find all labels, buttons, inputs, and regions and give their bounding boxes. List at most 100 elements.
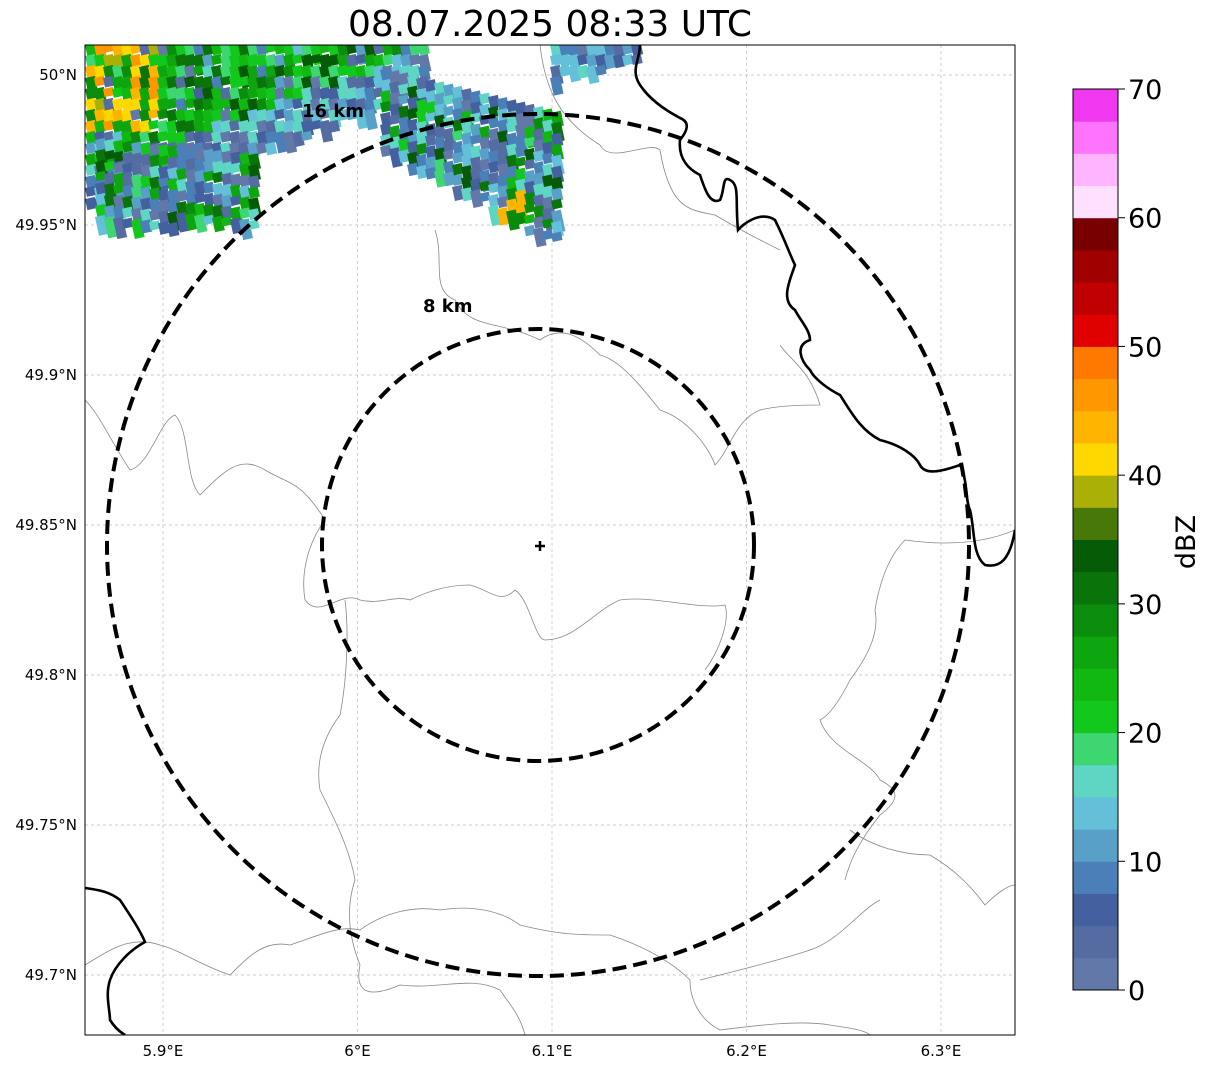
radar-echo-cell	[291, 53, 304, 65]
radar-echo-cell	[229, 195, 242, 206]
radar-echo-cell	[130, 130, 143, 144]
colorbar-segment	[1073, 539, 1118, 573]
colorbar-segment	[1073, 925, 1118, 959]
radar-echo-cell	[613, 53, 626, 69]
region-border	[434, 229, 821, 466]
radar-echo-cell	[167, 167, 179, 179]
radar-echo-cell	[487, 94, 501, 109]
radar-echo-cell	[265, 130, 278, 145]
radar-echo-cell	[443, 105, 455, 117]
radar-echo-cell	[559, 64, 571, 77]
radar-echo-cell	[577, 45, 590, 58]
colorbar-segment	[1073, 378, 1118, 412]
radar-echo-cell	[381, 53, 394, 66]
radar-echo-cell	[157, 53, 170, 69]
radar-echo-cell	[220, 97, 232, 109]
radar-echo-cell	[346, 64, 359, 79]
colorbar-segment	[1073, 217, 1118, 251]
region-border	[819, 529, 1015, 881]
radar-echo-cell	[229, 86, 242, 102]
radar-echo-cell	[488, 193, 501, 207]
radar-echo-cell	[130, 97, 143, 111]
radar-echo-cell	[551, 231, 563, 242]
radar-echo-cell	[112, 130, 124, 143]
radar-echo-cell	[220, 119, 233, 133]
radar-echo-cell	[443, 138, 456, 152]
radar-echo-cell	[397, 83, 410, 95]
colorbar-segment	[1073, 442, 1118, 476]
country-border	[85, 886, 147, 1035]
radar-echo-cell	[524, 202, 536, 214]
colorbar-segment	[1073, 185, 1118, 219]
radar-echo-cell	[256, 141, 268, 155]
radar-echo-cell	[488, 116, 500, 129]
radar-echo-cell	[292, 64, 305, 79]
radar-echo-cell	[407, 162, 420, 177]
radar-echo-cell	[104, 149, 116, 160]
radar-echo-cell	[416, 142, 428, 155]
radar-echo-cell	[184, 119, 197, 133]
colorbar-segment	[1073, 89, 1118, 122]
radar-echo-cell	[532, 150, 545, 162]
radar-echo-cell	[112, 97, 124, 111]
radar-echo-cell	[364, 75, 377, 89]
radar-echo-cell	[497, 97, 510, 112]
radar-echo-cell	[255, 86, 269, 101]
radar-echo-cell	[166, 222, 180, 238]
radar-echo-cell	[470, 134, 482, 145]
radar-echo-cell	[175, 86, 188, 101]
region-border	[85, 928, 361, 976]
radar-echo-cell	[337, 97, 349, 109]
radar-echo-cell	[274, 64, 286, 78]
radar-echo-cell	[112, 161, 125, 174]
radar-echo-cell	[310, 108, 323, 124]
radar-echo-cell	[283, 64, 296, 78]
colorbar-segment	[1073, 764, 1118, 798]
radar-echo-cell	[373, 45, 385, 55]
radar-echo-cell	[138, 75, 152, 90]
radar-echo-cell	[533, 216, 545, 229]
radar-echo-cell	[102, 86, 115, 98]
radar-echo-cell	[283, 119, 295, 133]
radar-echo-cell	[407, 107, 419, 120]
radar-echo-cell	[246, 86, 259, 99]
radar-echo-cell	[319, 108, 331, 120]
radar-echo-cell	[246, 119, 259, 132]
radar-echo-cell	[425, 112, 437, 123]
radar-echo-cell	[256, 45, 268, 56]
radar-echo-cell	[425, 79, 438, 92]
radar-echo-cell	[382, 45, 395, 57]
radar-echo-cell	[94, 64, 107, 78]
map-title: 08.07.2025 08:33 UTC	[347, 4, 753, 45]
radar-echo-cell	[452, 184, 465, 202]
radar-echo-cell	[202, 64, 215, 79]
radar-echo-cell	[586, 53, 599, 67]
ring-label-16km: 16 km	[302, 101, 364, 122]
ring-label-8km: 8 km	[423, 296, 473, 317]
colorbar-tick-label: 20	[1128, 719, 1162, 750]
lon-tick-label: 6.2°E	[726, 1042, 767, 1060]
radar-echo-cell	[121, 130, 133, 144]
radar-echo-cell	[147, 119, 160, 130]
radar-echo-cell	[487, 182, 500, 193]
radar-echo-cell	[452, 129, 464, 142]
radar-echo-cell	[184, 97, 196, 109]
radar-echo-cell	[319, 45, 331, 54]
radar-echo-cell	[112, 183, 125, 194]
colorbar: 0 10 20 30 40 50 60 70	[1072, 75, 1162, 1007]
radar-echo-cell	[398, 149, 411, 164]
radar-echo-cell	[246, 64, 260, 80]
radar-echo-cell	[301, 130, 313, 142]
radar-echo-cell	[130, 53, 143, 68]
colorbar-segment	[1073, 957, 1118, 991]
radar-echo-cell	[327, 53, 340, 67]
radar-echo-cell	[451, 173, 464, 186]
radar-echo-cell	[211, 53, 223, 66]
colorbar-segment	[1073, 475, 1118, 508]
colorbar-segment	[1073, 829, 1118, 862]
radar-echo-cell	[292, 97, 304, 110]
radar-echo-cell	[131, 163, 143, 176]
radar-echo-cell	[157, 97, 170, 112]
radar-echo-cell	[310, 119, 322, 131]
